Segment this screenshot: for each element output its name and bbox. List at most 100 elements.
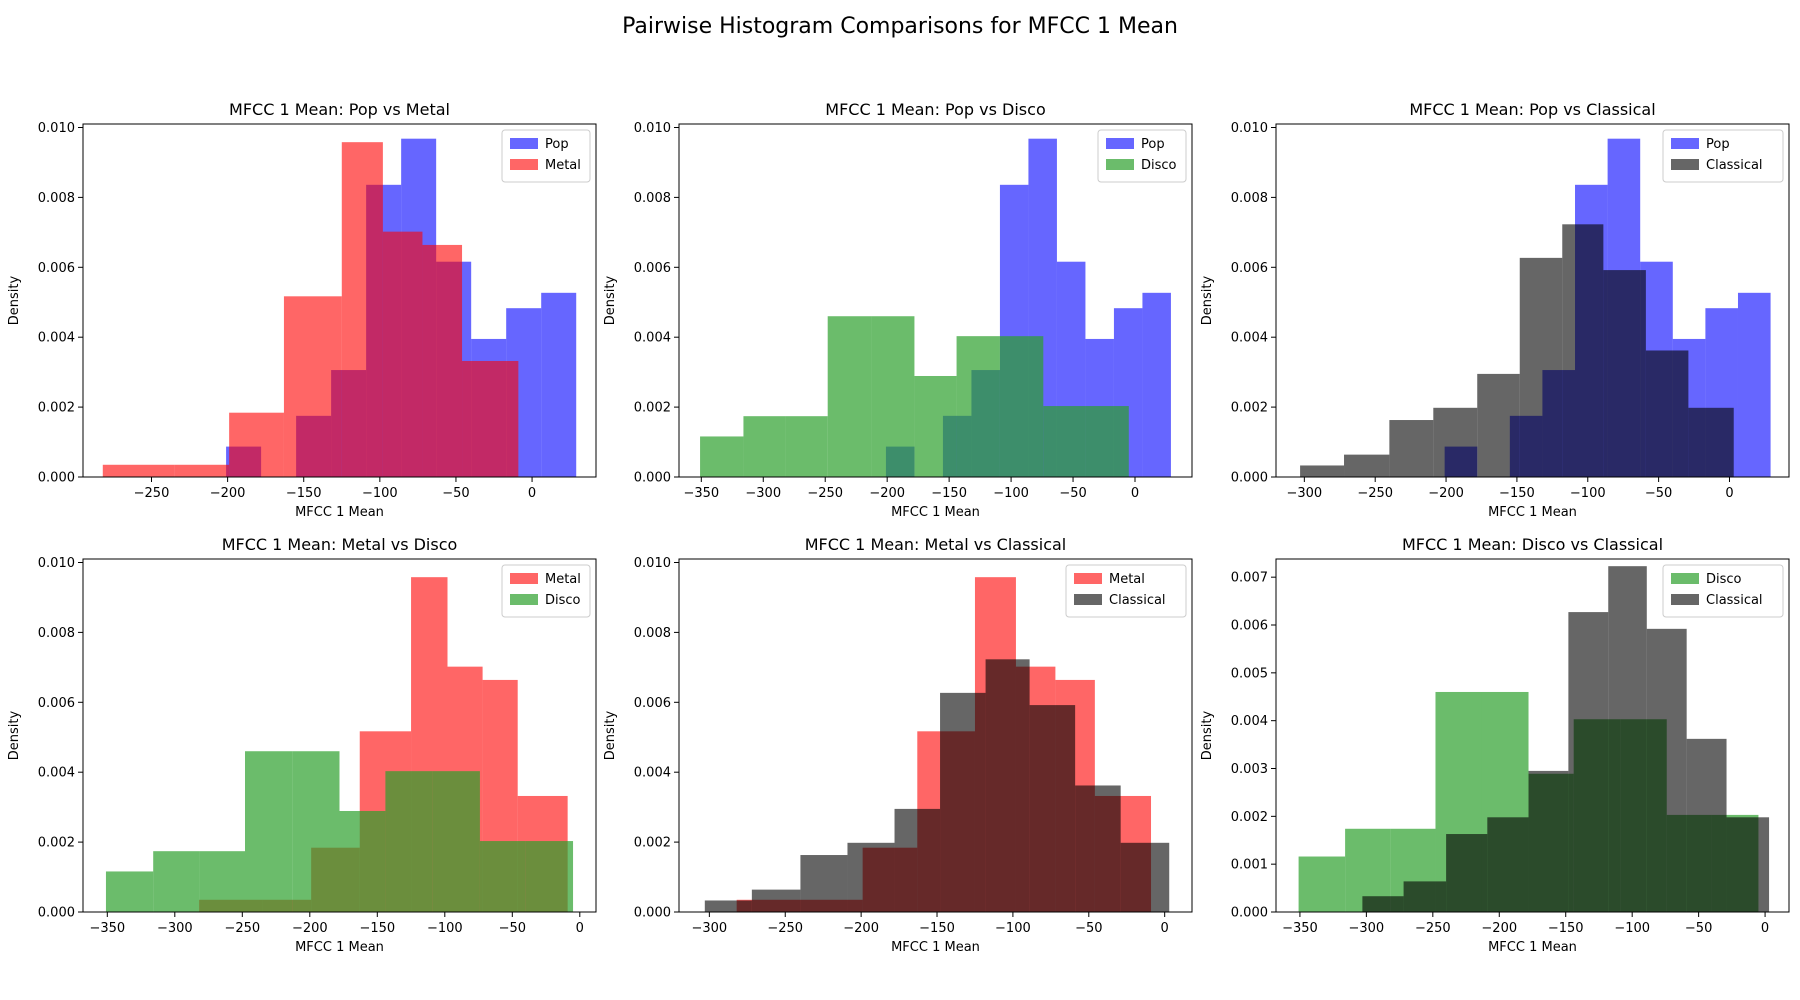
x-tick-label: −200 [1481, 921, 1517, 936]
y-tick-label: 0.008 [1231, 191, 1268, 206]
x-axis-label: MFCC 1 Mean [891, 505, 980, 520]
y-tick-label: 0.002 [634, 401, 671, 416]
series-disco [105, 751, 574, 912]
histogram-bar [199, 851, 245, 912]
axes-frame [1275, 558, 1790, 913]
y-tick-label: 0.002 [1231, 810, 1268, 825]
y-tick-label: 0.003 [1231, 762, 1268, 777]
histogram-bar [1029, 705, 1076, 912]
y-axis-label: Density [603, 275, 618, 325]
legend-label-disco: Disco [1706, 572, 1742, 587]
x-tick-label: −250 [767, 921, 803, 936]
y-tick-label: 0.004 [38, 331, 75, 346]
axes-frame [82, 123, 597, 478]
y-axis-label: Density [1200, 275, 1215, 325]
x-tick-label: −350 [683, 486, 719, 501]
legend-label-disco: Disco [1141, 158, 1177, 173]
histogram-bar [800, 855, 848, 912]
histogram-bar [1562, 224, 1604, 477]
legend-swatch-pop [1671, 138, 1699, 149]
subplot-2: −350 −300 −250 −200 −150 −100 −50 0 0.000 0.002 0.… [603, 100, 1193, 520]
x-tick-label: −200 [869, 486, 905, 501]
legend-label-pop: Pop [545, 137, 569, 152]
legend: Pop Classical [1662, 129, 1784, 183]
histogram-bar [245, 751, 293, 912]
x-tick-label: −300 [1286, 486, 1322, 501]
histogram-bar [704, 900, 752, 912]
histogram-bar [751, 889, 801, 912]
y-tick-label: 0.010 [634, 121, 671, 136]
legend-swatch-metal [1074, 573, 1102, 584]
x-tick-label: −50 [1645, 486, 1672, 501]
histogram-bar [541, 292, 577, 477]
histogram-bar [1737, 292, 1771, 477]
histogram-bar [999, 336, 1044, 477]
y-tick-label: 0.000 [1231, 906, 1268, 921]
histogram-bar [1686, 738, 1727, 912]
y-tick-label: 0.000 [38, 906, 75, 921]
histogram-bar [174, 464, 230, 477]
histogram-bar [894, 808, 941, 912]
x-tick-label: −100 [362, 486, 398, 501]
histogram-bar [700, 436, 744, 477]
histogram-bar [341, 142, 383, 477]
x-tick-label: −200 [843, 921, 879, 936]
histogram-bar [1120, 842, 1170, 912]
y-tick-label: 0.002 [1231, 401, 1268, 416]
legend-label-disco: Disco [545, 593, 581, 608]
x-tick-label: −50 [1059, 486, 1086, 501]
x-tick-label: −100 [1614, 921, 1650, 936]
x-tick-label: 0 [528, 486, 536, 501]
x-tick-label: 0 [576, 921, 584, 936]
legend: Metal Disco [501, 564, 591, 618]
axes-frame [82, 558, 597, 913]
x-tick-label: −50 [499, 921, 526, 936]
histogram-bar [1603, 270, 1646, 477]
histogram-bar [1298, 856, 1346, 912]
legend-label-classical: Classical [1706, 158, 1763, 173]
y-axis-label: Density [603, 710, 618, 760]
subplot-3: −300 −250 −200 −150 −100 −50 0 0.000 0.002 0.004 0… [1200, 100, 1790, 520]
x-axis-label: MFCC 1 Mean [1488, 505, 1577, 520]
legend-label-metal: Metal [545, 572, 581, 587]
x-tick-label: 0 [1761, 921, 1769, 936]
y-tick-label: 0.004 [634, 331, 671, 346]
x-tick-label: −100 [1570, 486, 1606, 501]
x-tick-label: −100 [993, 486, 1029, 501]
histogram-bar [1726, 817, 1770, 912]
histogram-bar [827, 316, 872, 477]
legend-label-pop: Pop [1706, 137, 1730, 152]
x-tick-label: −200 [1428, 486, 1464, 501]
x-tick-label: −250 [134, 486, 170, 501]
legend-swatch-pop [510, 138, 538, 149]
x-tick-label: −250 [224, 921, 260, 936]
histogram-bar [1568, 612, 1609, 912]
histogram-bar [1477, 373, 1520, 477]
y-tick-label: 0.010 [1231, 121, 1268, 136]
subplot-title: MFCC 1 Mean: Metal vs Classical [805, 535, 1067, 554]
histogram-bar [1688, 407, 1734, 477]
subplot-title: MFCC 1 Mean: Pop vs Disco [825, 100, 1045, 119]
x-tick-label: −350 [1282, 921, 1318, 936]
legend: Metal Classical [1065, 564, 1187, 618]
x-axis-label: MFCC 1 Mean [1488, 940, 1577, 955]
y-tick-label: 0.004 [1231, 331, 1268, 346]
histogram-bar [339, 810, 386, 912]
y-axis-label: Density [1200, 710, 1215, 760]
x-tick-label: −100 [995, 921, 1031, 936]
histogram-bar [292, 751, 340, 912]
x-tick-label: 0 [1725, 486, 1733, 501]
histogram-bar [1344, 454, 1390, 477]
legend-swatch-pop [1106, 138, 1134, 149]
y-tick-label: 0.008 [634, 191, 671, 206]
y-tick-label: 0.010 [38, 556, 75, 571]
histogram-bar [1362, 896, 1404, 912]
histogram-bar [105, 871, 154, 912]
y-tick-label: 0.002 [634, 836, 671, 851]
y-tick-label: 0.000 [38, 471, 75, 486]
subplot-6: −350 −300 −250 −200 −150 −100 −50 0 0.000 0.001 0.… [1200, 535, 1790, 955]
histogram-bar [229, 412, 284, 477]
subplot-1: −250 −200 −150 −100 −50 0 0.000 0.002 0.004 0.006… [7, 100, 597, 520]
y-tick-label: 0.008 [38, 626, 75, 641]
x-tick-label: −150 [931, 486, 967, 501]
